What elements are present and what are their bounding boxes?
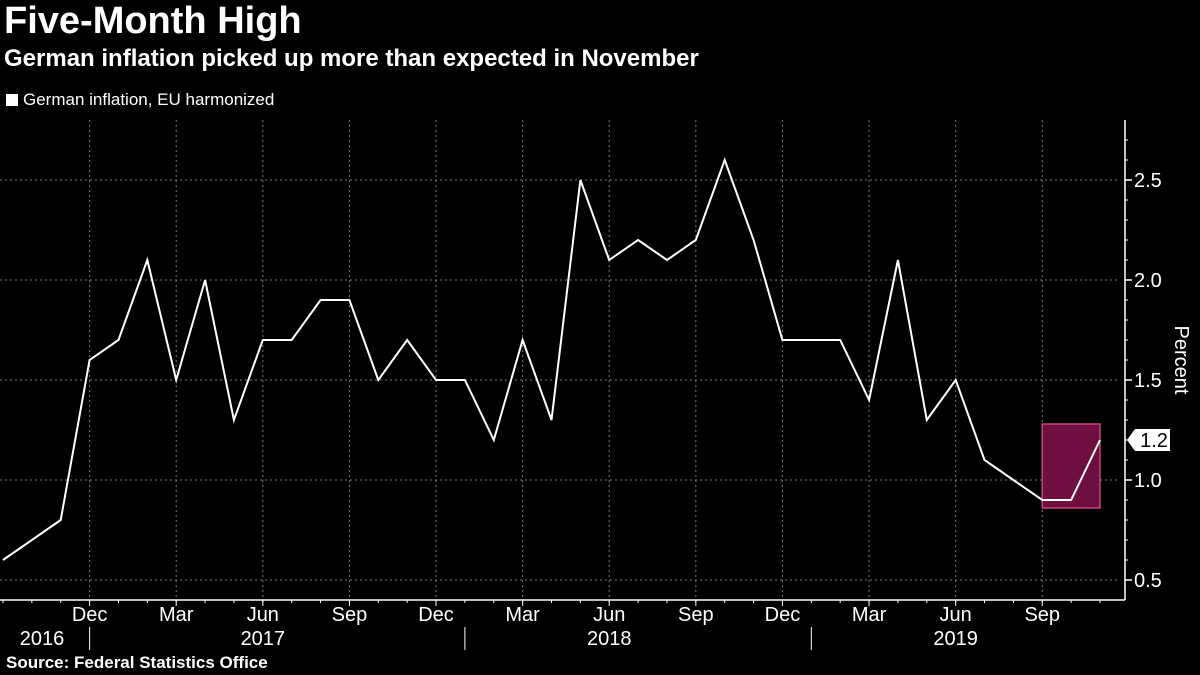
highlight-rect [1041,423,1101,509]
y-tick-label: 1.0 [1134,470,1162,492]
axis-labels: 0.5 1.0 1.5 2.0 2.5 Percent Dec Mar Jun Sep Dec Mar… [20,170,1192,650]
source-note: Source: Federal Statistics Office [6,653,268,672]
series-layer [2,157,1101,561]
y-tick-label: 2.0 [1134,270,1162,292]
x-year-label: 2016 [20,628,65,650]
legend-label: German inflation, EU harmonized [23,90,275,109]
axes [0,120,1132,650]
chart-subtitle: German inflation picked up more than exp… [4,45,699,72]
y-tick-label: 1.5 [1134,370,1162,392]
chart-title: Five-Month High [4,0,302,42]
x-month-label: Sep [1024,604,1060,626]
x-month-label: Jun [247,604,279,626]
series-line [2,157,1101,561]
x-month-label: Mar [159,604,194,626]
x-month-label: Dec [418,604,454,626]
y-tick-label: 0.5 [1134,570,1162,592]
x-month-label: Jun [940,604,972,626]
last-value-tag [1127,429,1170,451]
x-month-label: Mar [505,604,540,626]
x-month-label: Mar [852,604,887,626]
y-tick-label: 2.5 [1134,170,1162,192]
gridlines [0,120,1120,600]
x-year-label: 2018 [587,628,632,650]
highlight-box [1041,423,1101,509]
legend: German inflation, EU harmonized [6,90,274,110]
x-month-label: Dec [72,604,108,626]
x-month-label: Sep [332,604,368,626]
x-month-label: Jun [593,604,625,626]
x-month-label: Sep [678,604,714,626]
x-year-label: 2017 [241,628,286,650]
x-month-label: Dec [765,604,801,626]
legend-swatch [6,94,18,106]
last-value-label: 1.2 [1140,430,1168,452]
y-axis-title: Percent [1170,326,1192,395]
x-year-label: 2019 [933,628,978,650]
